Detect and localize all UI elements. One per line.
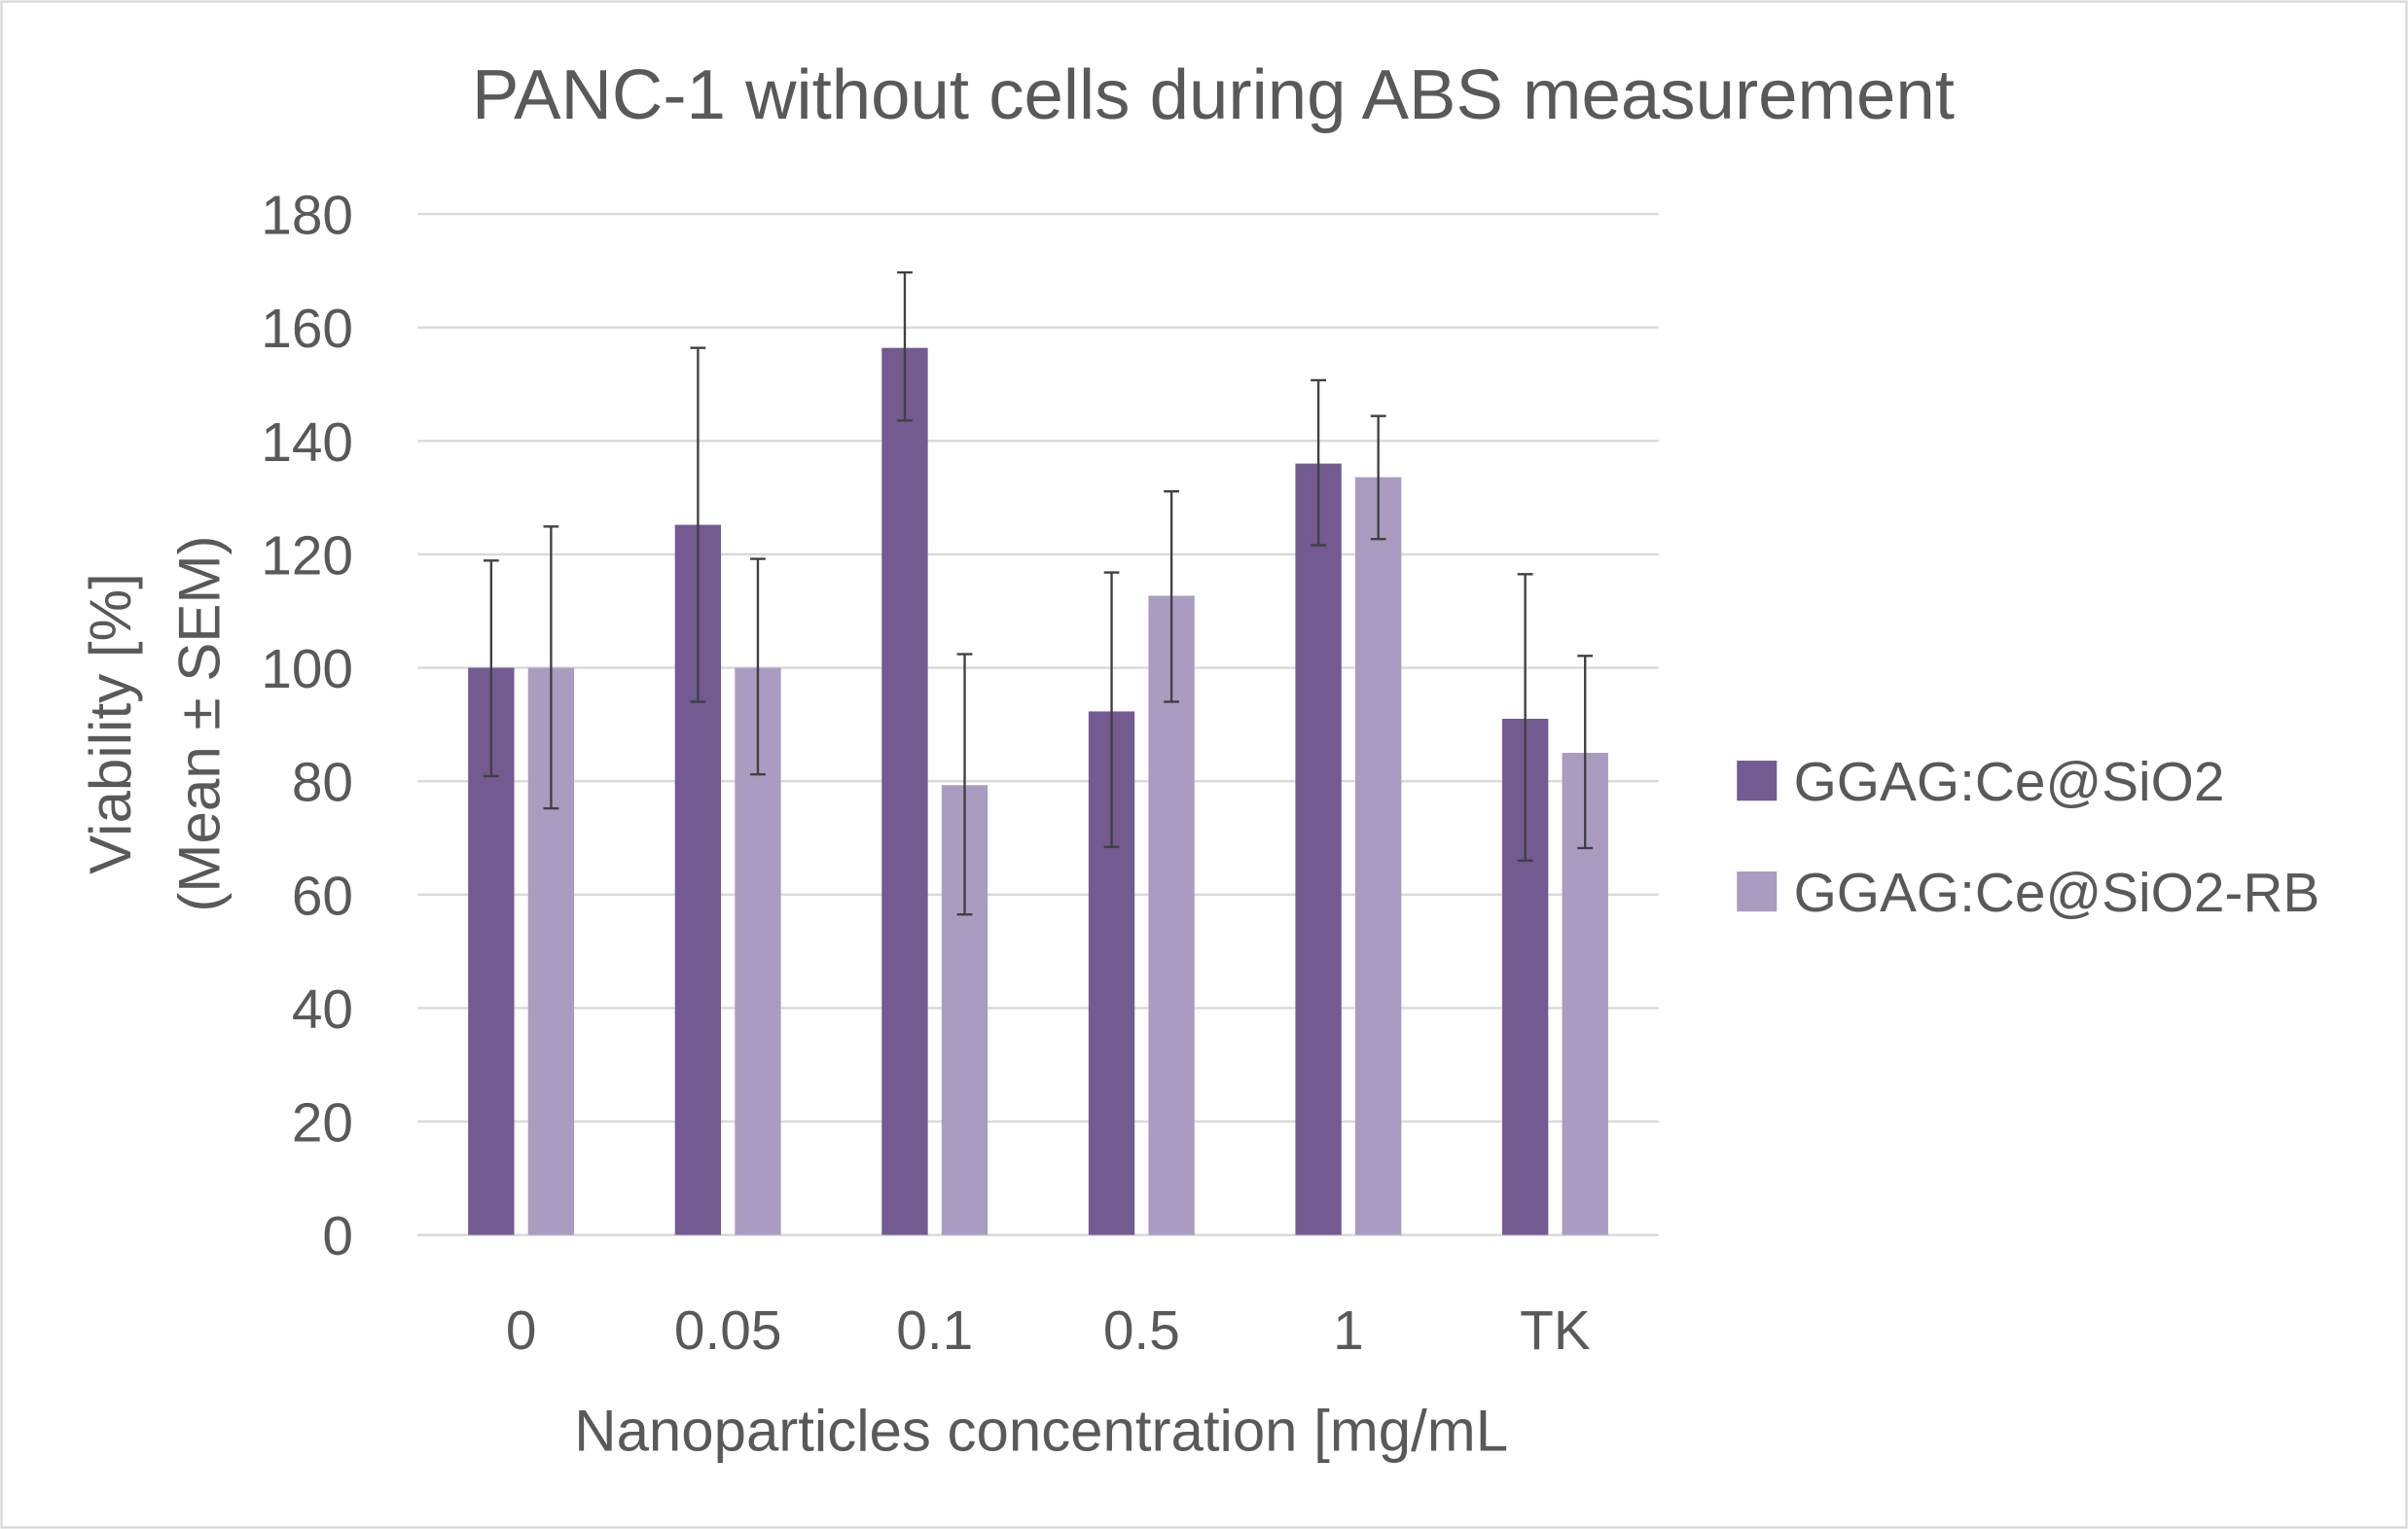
y-tick-label: 100 [261, 638, 353, 700]
y-axis-label-line2: (Mean ± SEM) [167, 535, 233, 911]
y-tick-label: 180 [261, 185, 353, 247]
gridlines [417, 212, 1659, 1236]
y-tick-label: 80 [292, 752, 353, 814]
legend: GGAG:Ce@SiO2 GGAG:Ce@SiO2-RB [1737, 751, 2319, 924]
bar-ggag-ce-sio2-rb [1354, 477, 1402, 1235]
bar-ggag-ce-sio2 [1295, 463, 1342, 1235]
error-bars [483, 270, 1594, 916]
y-tick-label: 120 [261, 524, 353, 587]
y-tick-label: 0 [322, 1205, 353, 1267]
legend-swatch [1737, 871, 1778, 912]
chart-title: PANC-1 without cells during ABS measurem… [472, 55, 1955, 134]
legend-label: GGAG:Ce@SiO2 [1794, 751, 2225, 813]
legend-swatch [1737, 761, 1778, 801]
y-tick-label: 160 [261, 298, 353, 360]
x-tick-label: 0.5 [1103, 1299, 1180, 1362]
x-tick-label: 0 [506, 1299, 537, 1362]
y-tick-label: 60 [292, 865, 353, 927]
bars [468, 347, 1608, 1235]
legend-label: GGAG:Ce@SiO2-RB [1794, 862, 2320, 924]
x-tick-label: 0.05 [674, 1299, 782, 1362]
x-tick-label: 0.1 [896, 1299, 973, 1362]
x-tick-label: TK [1520, 1299, 1591, 1362]
y-tick-labels: 0 20 40 60 80 100 120 140 160 180 [261, 185, 353, 1268]
bar-ggag-ce-sio2 [881, 347, 928, 1235]
y-axis-label-line1: Viability [%] [78, 573, 143, 874]
x-axis-label: Nanoparticles concentration [mg/mL [574, 1398, 1508, 1463]
y-tick-label: 20 [292, 1092, 353, 1155]
y-tick-label: 40 [292, 978, 353, 1041]
x-tick-labels: 0 0.05 0.1 0.5 1 TK [506, 1299, 1591, 1362]
x-tick-label: 1 [1333, 1299, 1364, 1362]
y-tick-label: 140 [261, 411, 353, 474]
